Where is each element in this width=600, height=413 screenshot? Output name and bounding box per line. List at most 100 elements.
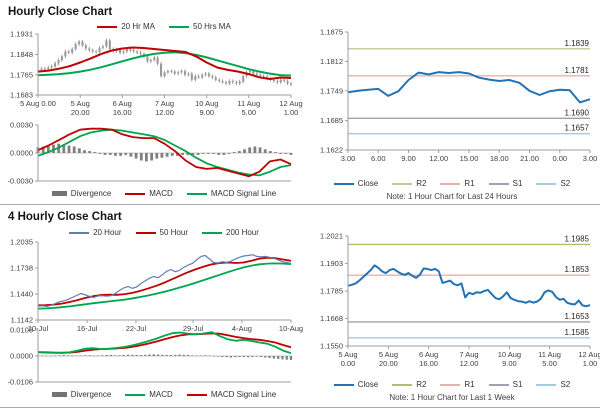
legend-label: 50 Hrs MA [193, 22, 231, 31]
svg-text:12 Aug: 12 Aug [578, 350, 600, 359]
svg-text:1.1142: 1.1142 [11, 316, 33, 325]
svg-text:1.1738: 1.1738 [10, 263, 33, 272]
legend-item: 200 Hour [202, 228, 259, 237]
legend-item: R1 [440, 380, 475, 389]
svg-text:20.00: 20.00 [379, 359, 398, 368]
legend-label: S2 [560, 179, 571, 188]
svg-text:1.1853: 1.1853 [565, 265, 590, 274]
svg-text:3.00: 3.00 [583, 154, 598, 163]
s1-swatch [488, 383, 509, 386]
legend-label: Close [357, 380, 379, 389]
svg-text:29-Jul: 29-Jul [183, 324, 204, 333]
macd-signal-line-swatch [186, 393, 207, 396]
svg-text:1.1585: 1.1585 [565, 328, 590, 337]
svg-text:1.1848: 1.1848 [10, 50, 33, 59]
legend-item: R2 [392, 380, 426, 389]
legend-item: S1 [488, 179, 523, 188]
svg-text:1.1781: 1.1781 [565, 66, 590, 75]
legend-label: MACD [149, 390, 173, 399]
svg-text:1.1657: 1.1657 [565, 124, 590, 133]
legend-item: 50 Hour [135, 228, 188, 237]
legend-item: Divergence [51, 390, 111, 399]
legend-item: MACD [125, 390, 173, 399]
legend-label: R1 [464, 179, 475, 188]
legend-item: R1 [440, 179, 475, 188]
svg-text:1.1931: 1.1931 [10, 30, 33, 39]
legend-label: R1 [464, 380, 475, 389]
svg-text:1.2021: 1.2021 [320, 232, 343, 241]
weekly-support-resistance-chart: 1.1985 1.1853 1.1653 1.1585 1.2021 1.1903 1.17… [320, 232, 600, 369]
svg-text:15.00: 15.00 [460, 154, 479, 163]
svg-text:0.0000: 0.0000 [10, 149, 33, 158]
200-hour-swatch [202, 231, 222, 234]
legend-label: S1 [512, 380, 523, 389]
legend-item: 50 Hrs MA [169, 22, 231, 31]
r2-swatch [392, 182, 413, 185]
legend-label: S1 [512, 179, 523, 188]
four-hourly-close-chart-title: 4 Hourly Close Chart [8, 211, 122, 223]
svg-text:-0.0030: -0.0030 [8, 177, 33, 186]
svg-text:5 Aug: 5 Aug [71, 99, 90, 108]
svg-text:1.1668: 1.1668 [320, 314, 343, 323]
svg-text:1.1812: 1.1812 [320, 57, 343, 66]
svg-text:0.0106: 0.0106 [10, 326, 33, 335]
legend-label: S2 [560, 380, 571, 389]
s2-swatch [536, 182, 557, 185]
svg-text:1.1440: 1.1440 [10, 289, 33, 298]
legend-label: 20 Hr MA [121, 22, 155, 31]
svg-text:1.1875: 1.1875 [320, 28, 343, 37]
legend-item: MACD Signal Line [186, 390, 276, 399]
svg-text:9.00: 9.00 [502, 359, 517, 368]
legend-label: 200 Hour [226, 228, 259, 237]
four-hourly-macd-legend: Divergence MACD MACD Signal Line [30, 390, 298, 399]
svg-text:12.00: 12.00 [155, 108, 174, 117]
four-hourly-ma-legend: 20 Hour 50 Hour 200 Hour [30, 228, 298, 237]
svg-text:0.00: 0.00 [341, 359, 356, 368]
legend-label: Divergence [70, 189, 112, 198]
20-hr-ma-swatch [97, 25, 118, 28]
legend-label: 50 Hour [159, 228, 188, 237]
macd-swatch [125, 192, 146, 195]
svg-text:1.1785: 1.1785 [320, 287, 343, 296]
svg-text:10-Aug: 10-Aug [279, 324, 303, 333]
svg-text:6 Aug: 6 Aug [113, 99, 132, 108]
svg-text:1.2035: 1.2035 [10, 238, 33, 247]
four-hourly-macd-chart: 0.0106 0.0000 -0.0106 [8, 326, 293, 387]
svg-text:11 Aug: 11 Aug [538, 350, 561, 359]
legend-item: MACD [125, 189, 173, 198]
legend-item: Divergence [51, 189, 112, 198]
legend-item: MACD Signal Line [186, 189, 276, 198]
macd-swatch [125, 393, 146, 396]
svg-text:10 Aug: 10 Aug [498, 350, 521, 359]
section-divider [0, 204, 600, 205]
legend-item: S1 [488, 380, 523, 389]
svg-text:16.00: 16.00 [113, 108, 132, 117]
bottom-divider [0, 407, 600, 408]
hourly-macd-chart: 0.0030 0.0000 -0.0030 [8, 121, 293, 186]
hourly-support-resistance-chart: 1.1839 1.1781 1.1690 1.1657 1.1875 1.1812 1.17… [320, 28, 598, 164]
hourly-close-chart-title: Hourly Close Chart [8, 6, 113, 18]
legend-item: 20 Hr MA [97, 22, 155, 31]
svg-text:5 Aug: 5 Aug [379, 350, 398, 359]
svg-text:7 Aug: 7 Aug [155, 99, 174, 108]
close-swatch [333, 182, 354, 185]
hourly-sr-note: Note: 1 Hour Chart for Last 24 Hours [386, 192, 518, 201]
svg-text:12.00: 12.00 [429, 154, 448, 163]
svg-text:10 Aug: 10 Aug [195, 99, 218, 108]
hourly-macd-legend: Divergence MACD MACD Signal Line [30, 189, 298, 198]
legend-label: Close [357, 179, 379, 188]
legend-label: R2 [416, 380, 427, 389]
svg-text:1.1550: 1.1550 [320, 342, 343, 351]
hourly-ma-legend: 20 Hr MA 50 Hrs MA [30, 22, 298, 31]
svg-text:1.1765: 1.1765 [10, 70, 33, 79]
r2-swatch [392, 383, 413, 386]
svg-text:9.00: 9.00 [401, 154, 416, 163]
svg-text:4-Aug: 4-Aug [232, 324, 252, 333]
svg-text:0.00: 0.00 [552, 154, 567, 163]
svg-text:6.00: 6.00 [371, 154, 386, 163]
s1-swatch [488, 182, 509, 185]
svg-text:3.00: 3.00 [341, 154, 356, 163]
